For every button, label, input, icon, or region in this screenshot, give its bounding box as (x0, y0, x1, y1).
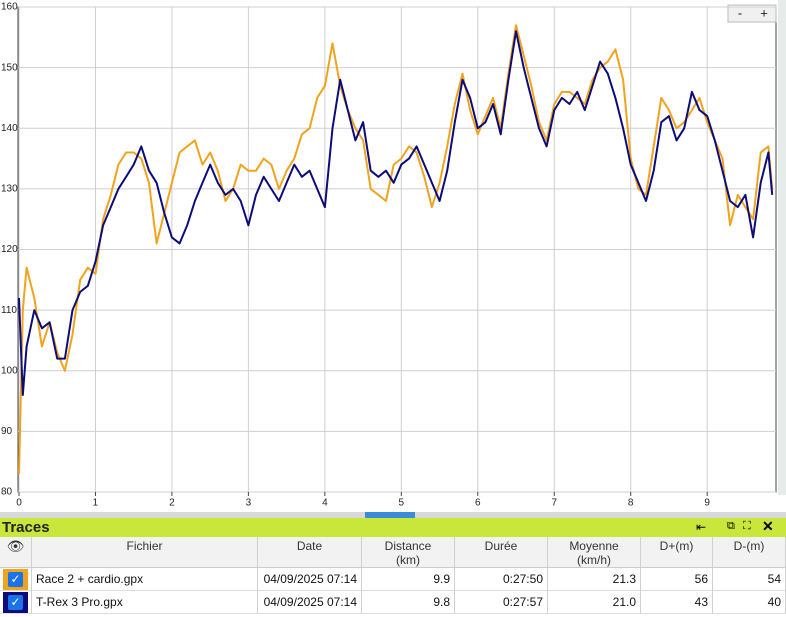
table-cell[interactable]: T-Rex 3 Pro.gpx (32, 591, 258, 614)
x-tick-label: 0 (16, 498, 22, 509)
header-text: Durée (484, 539, 518, 553)
zoom-in[interactable]: + (760, 5, 768, 20)
y-tick-label: 90 (1, 426, 13, 437)
table-cell: 04/09/2025 07:14 (258, 568, 362, 591)
checkbox[interactable]: ✓ (3, 569, 28, 590)
table-cell: 0:27:57 (455, 591, 548, 614)
table-cell: 21.0 (548, 591, 641, 614)
x-tick-label: 2 (169, 498, 175, 509)
series-line (18, 24, 774, 474)
table-cell: 56 (641, 568, 713, 591)
x-tick-label: 8 (628, 498, 634, 509)
column-header[interactable]: Durée (455, 537, 548, 568)
table-cell: 04/09/2025 07:14 (258, 591, 362, 614)
x-tick-label: 4 (322, 498, 328, 509)
zoom-out[interactable]: - (738, 5, 742, 20)
splitter-handle[interactable] (365, 512, 415, 518)
y-tick-label: 80 (1, 487, 13, 498)
track-color: ✓ (0, 591, 32, 614)
x-tick-label: 7 (551, 498, 557, 509)
map-strip (778, 0, 786, 495)
close-icon[interactable]: ✕ (762, 518, 774, 534)
x-tick-label: 5 (399, 498, 405, 509)
y-tick-label: 110 (1, 305, 17, 316)
column-header[interactable]: Fichier (32, 537, 258, 568)
pin-icon[interactable]: ⇤ (696, 520, 707, 534)
eye-header[interactable]: 👁 (0, 537, 32, 568)
x-tick-label: 9 (704, 498, 710, 509)
y-tick-label: 160 (1, 2, 18, 13)
header-text: (km) (396, 553, 420, 567)
check[interactable]: ✓ (8, 595, 23, 610)
table-cell: 40 (713, 591, 786, 614)
panel-header: Traces ⇤ ⧉ ⛶ ✕ (0, 518, 786, 537)
header-text: Date (296, 539, 323, 553)
checkbox[interactable]: ✓ (3, 592, 28, 613)
table-cell: 9.8 (362, 591, 455, 614)
zoom-box (727, 4, 777, 23)
check[interactable]: ✓ (8, 572, 23, 587)
header-text: D-(m) (733, 539, 765, 553)
x-tick-label: 1 (93, 498, 99, 509)
zoom-controls: - + (727, 4, 777, 23)
column-header[interactable]: D+(m) (641, 537, 713, 568)
header-text: D+(m) (659, 539, 694, 553)
table-cell: 21.3 (548, 568, 641, 591)
column-header[interactable]: Distance (km) (362, 537, 455, 568)
column-header[interactable]: Moyenne (km/h) (548, 537, 641, 568)
y-tick-label: 130 (1, 184, 18, 195)
x-tick-label: 3 (246, 498, 252, 509)
splitter[interactable] (0, 512, 786, 518)
table-cell: 9.9 (362, 568, 455, 591)
header-text: Moyenne (569, 539, 619, 553)
maximize-icon[interactable]: ⛶ (743, 520, 751, 532)
column-header[interactable]: Date (258, 537, 362, 568)
float-icon[interactable]: ⧉ (727, 520, 735, 532)
series-line (18, 30, 774, 396)
chart: - + 80 90 100 110 120 130 140 150 160 0 1 2 3 4 5 6 7 8 9 (1, 0, 786, 509)
y-tick-label: 140 (1, 123, 18, 134)
column-header[interactable]: D-(m) (713, 537, 786, 568)
table-cell: 54 (713, 568, 786, 591)
table-cell[interactable]: Race 2 + cardio.gpx (32, 568, 258, 591)
header-text: Fichier (126, 539, 163, 553)
y-tick-label: 150 (1, 62, 18, 73)
table-cell: 0:27:50 (455, 568, 548, 591)
header-text: Distance (384, 539, 432, 553)
header-text: (km/h) (577, 553, 611, 567)
table-cell: 43 (641, 591, 713, 614)
y-tick-label: 120 (1, 244, 18, 255)
y-tick-label: 100 (1, 365, 18, 376)
x-tick-label: 6 (475, 498, 481, 509)
track-color: ✓ (0, 568, 32, 591)
panel-title: Traces (2, 519, 50, 536)
